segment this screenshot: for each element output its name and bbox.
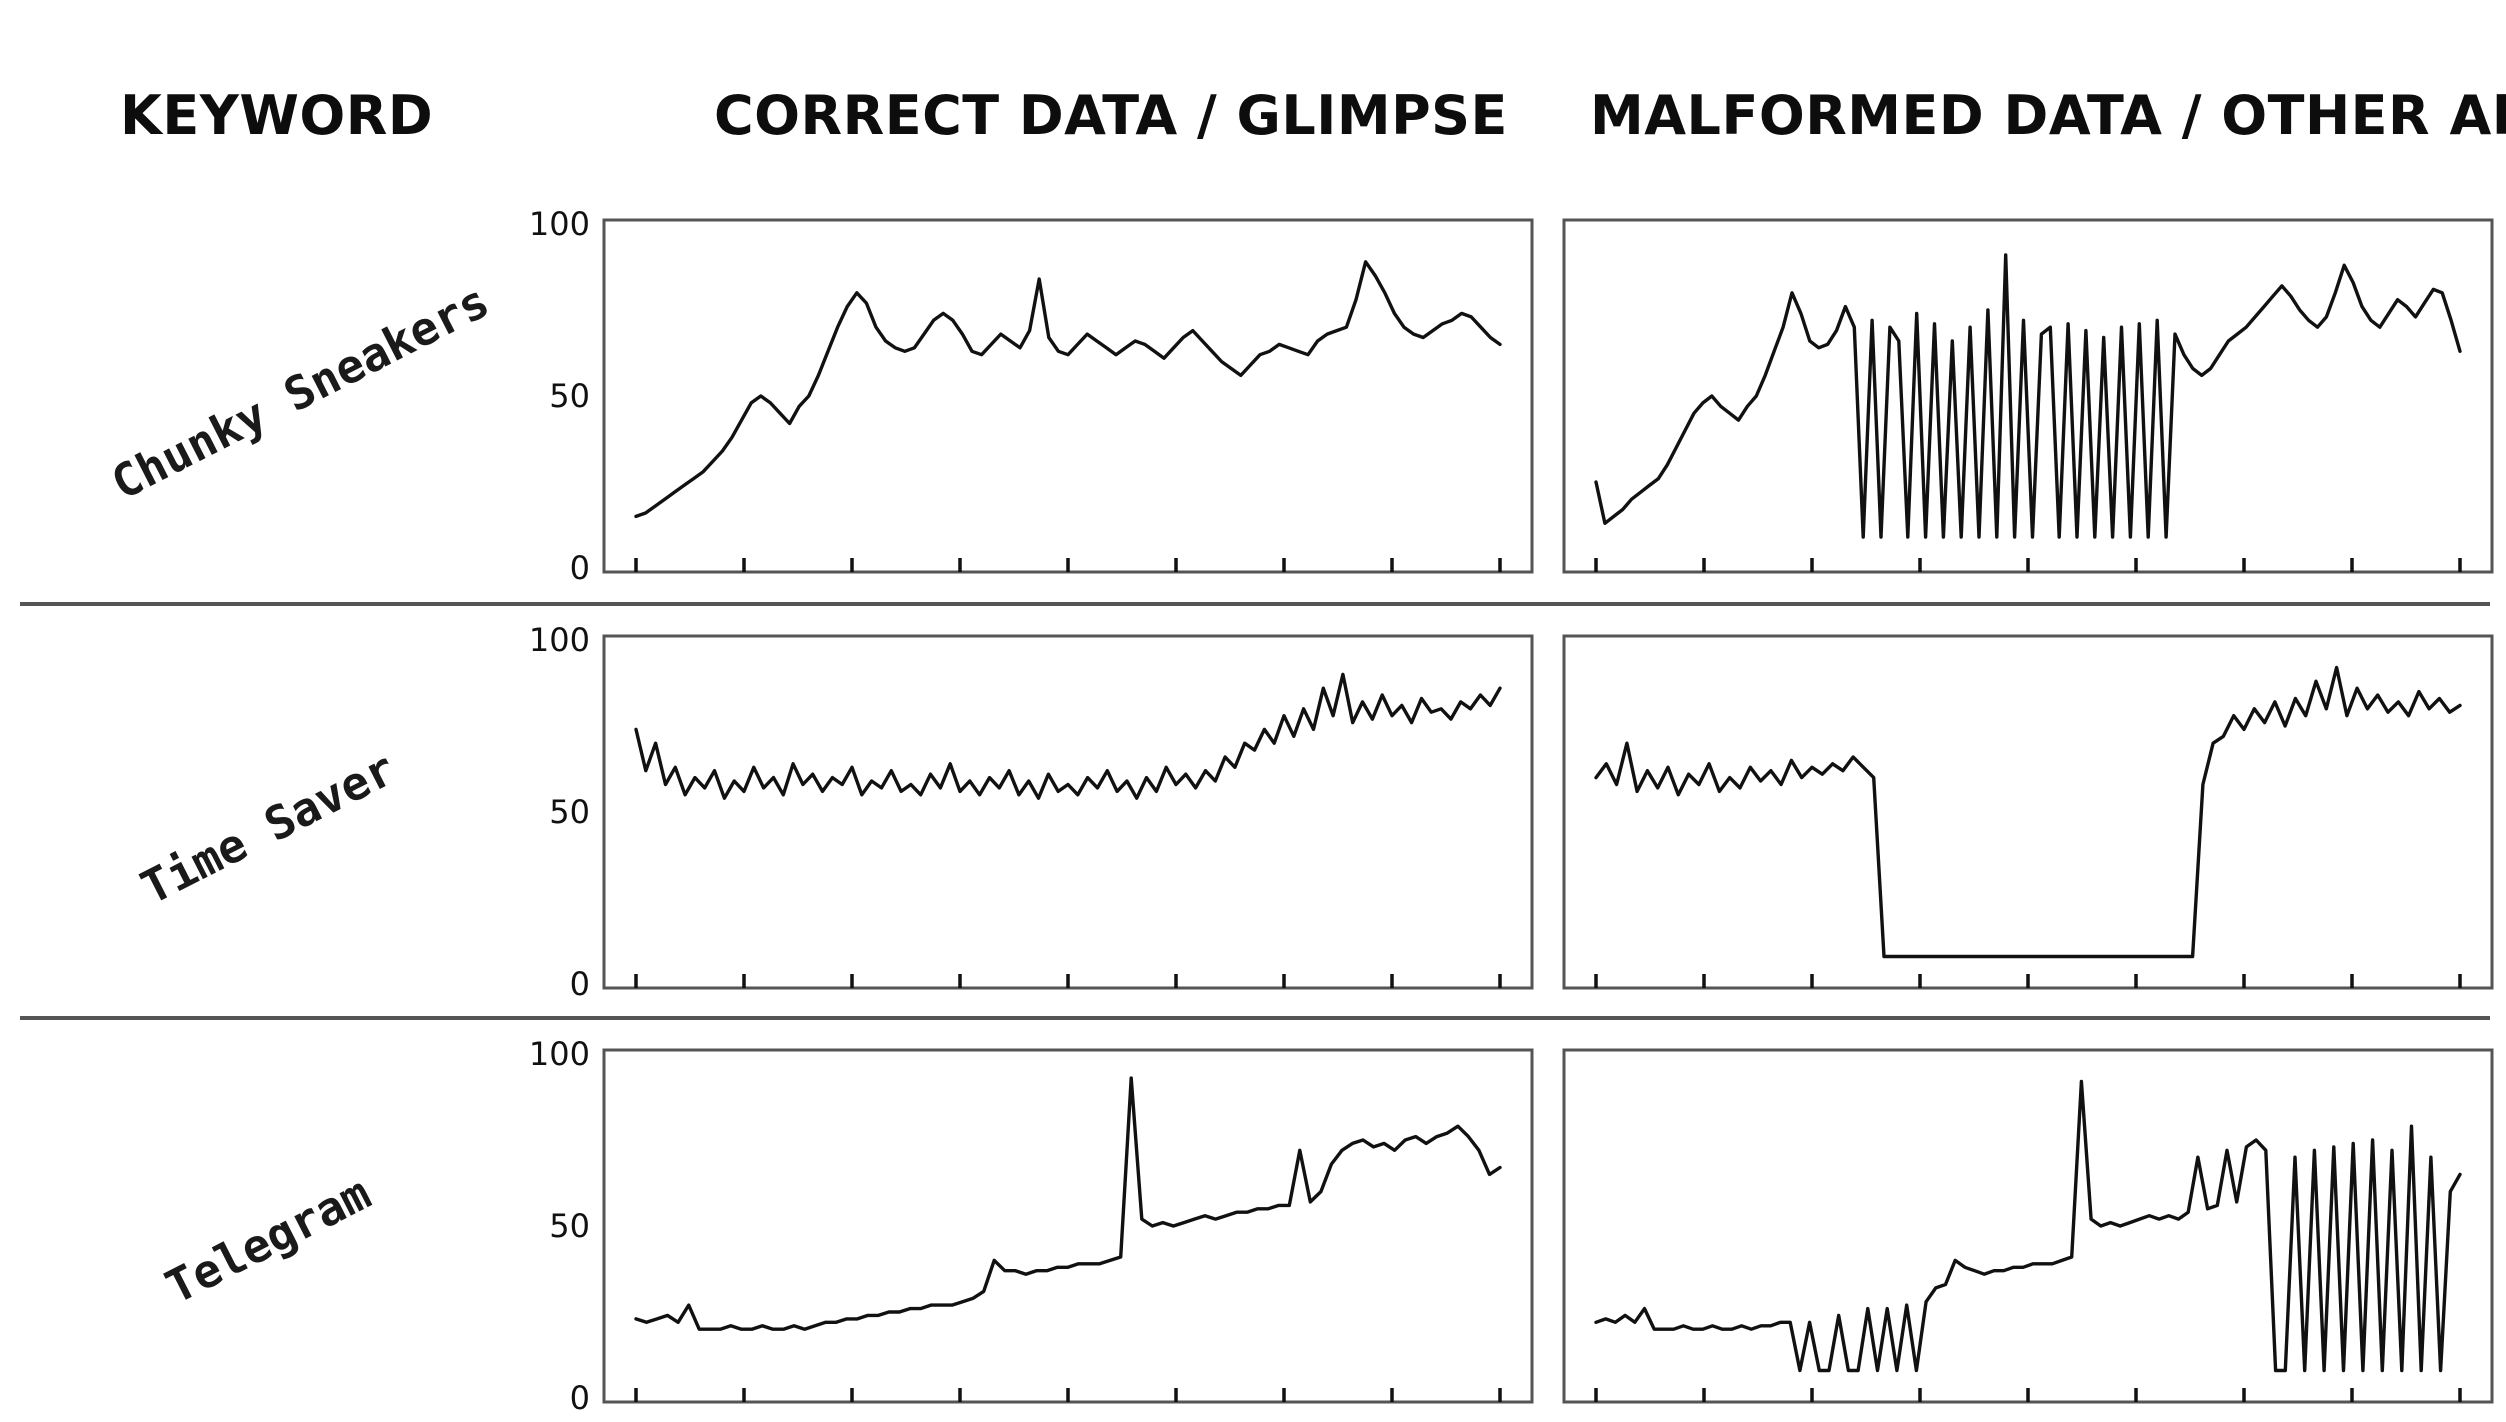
chart-telegram-correct: 0 50 100 (529, 1035, 1534, 1417)
chart-chunky-sneakers-correct-frame (602, 218, 1534, 574)
chart-chunky-sneakers-malformed (1562, 218, 2494, 574)
chart-telegram-correct-y-tick-label: 0 (570, 1379, 590, 1417)
chart-telegram-correct-y-tick-label: 100 (529, 1035, 590, 1073)
chart-telegram-malformed (1562, 1048, 2494, 1404)
chart-chunky-sneakers-correct: 0 50 100 (529, 205, 1534, 587)
chart-time-saver-correct: 0 50 100 (529, 621, 1534, 1003)
header-keyword: KEYWORD (120, 84, 434, 147)
chart-time-saver-correct-y-tick-label: 50 (549, 793, 590, 831)
chart-time-saver-correct-y-tick-label: 0 (570, 965, 590, 1003)
chart-time-saver-correct-series-line (634, 672, 1502, 800)
chart-time-saver-correct-frame (602, 634, 1534, 990)
chart-time-saver-correct-y-tick-label: 100 (529, 621, 590, 659)
chart-telegram-correct-series-line (634, 1076, 1502, 1331)
chart-chunky-sneakers-malformed-series-line (1594, 253, 2462, 539)
chart-chunky-sneakers-correct-series-line (634, 260, 1502, 519)
header-malformed-data: MALFORMED DATA / OTHER APIs (1590, 84, 2506, 147)
chart-chunky-sneakers-correct-y-tick-label: 50 (549, 377, 590, 415)
chart-telegram-malformed-series-line (1594, 1079, 2462, 1373)
row-divider-1 (20, 602, 2490, 606)
chart-telegram-correct-frame (602, 1048, 1534, 1404)
chart-chunky-sneakers-correct-y-tick-label: 0 (570, 549, 590, 587)
chart-time-saver-malformed-frame (1562, 634, 2494, 990)
header-correct-data: CORRECT DATA / GLIMPSE (714, 84, 1508, 147)
chart-time-saver-malformed (1562, 634, 2494, 990)
row-divider-2 (20, 1016, 2490, 1020)
chart-time-saver-malformed-series-line (1594, 665, 2462, 959)
chart-telegram-malformed-frame (1562, 1048, 2494, 1404)
chart-telegram-correct-y-tick-label: 50 (549, 1207, 590, 1245)
chart-chunky-sneakers-correct-y-tick-label: 100 (529, 205, 590, 243)
